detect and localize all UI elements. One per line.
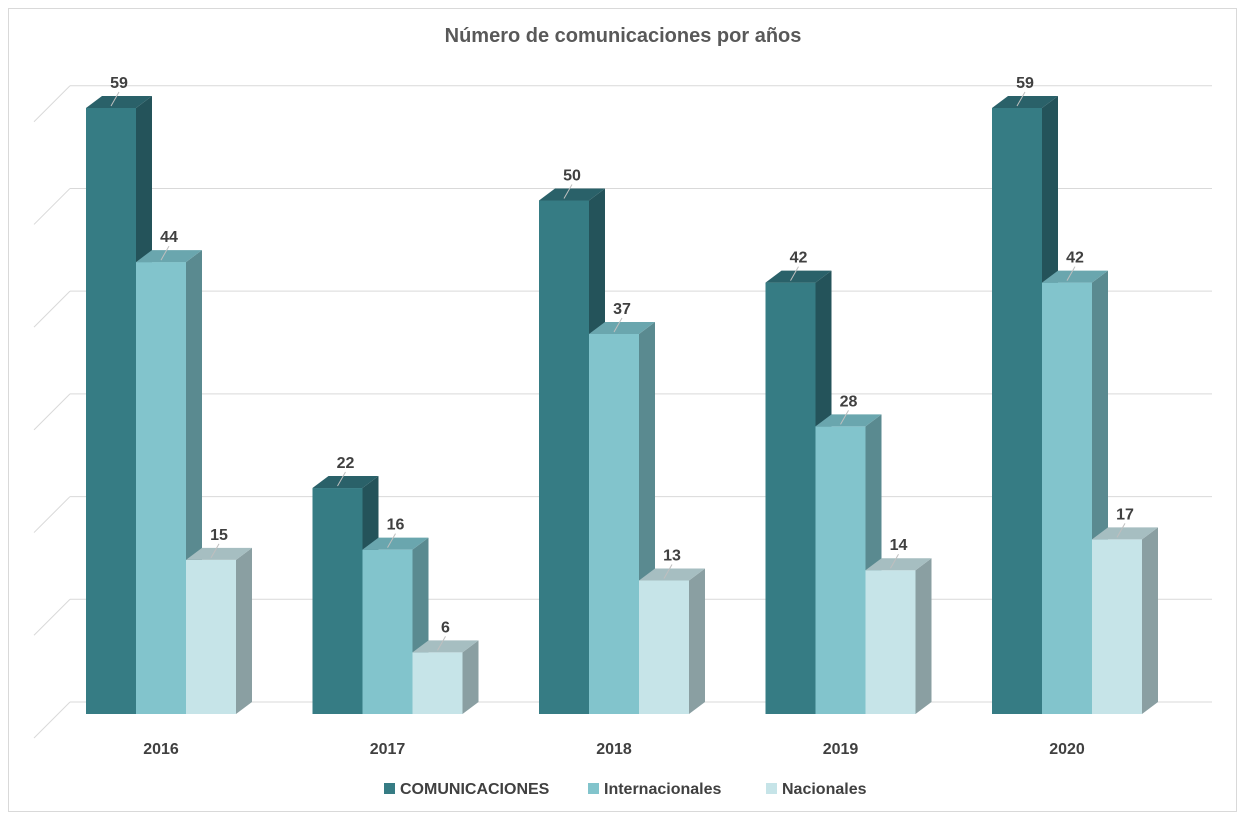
data-label: 28 — [840, 393, 858, 410]
data-label-leader — [1066, 266, 1076, 281]
bar-front — [362, 549, 413, 714]
data-label-leader — [563, 184, 573, 199]
data-label-leader — [663, 564, 673, 579]
bar-top — [1092, 527, 1158, 540]
data-label: 22 — [337, 455, 355, 472]
data-label: 17 — [1116, 506, 1134, 523]
bars — [86, 96, 1158, 714]
bar-top — [865, 558, 932, 571]
data-label: 6 — [441, 619, 450, 636]
data-label-leader — [387, 533, 396, 548]
data-label-leader — [210, 543, 220, 559]
data-label: 15 — [210, 527, 228, 544]
bar-top — [186, 547, 252, 560]
data-label: 16 — [387, 517, 405, 534]
bar-top — [639, 568, 705, 581]
x-tick-label: 2020 — [1049, 741, 1085, 758]
data-label-leader — [160, 245, 170, 261]
bar-2017-nacionales — [412, 640, 479, 714]
bar-front — [815, 426, 866, 714]
gridline-side — [33, 290, 71, 328]
data-label-leader — [840, 410, 849, 425]
data-label: 13 — [663, 547, 681, 564]
data-label-leader — [890, 553, 899, 569]
data-label: 59 — [110, 75, 128, 92]
x-tick-label: 2016 — [143, 741, 179, 758]
data-label: 37 — [613, 301, 631, 318]
bar-side — [915, 558, 932, 714]
bar-front — [1042, 282, 1092, 714]
bar-top — [539, 188, 605, 201]
gridline-side — [33, 85, 71, 123]
data-label: 14 — [890, 537, 908, 554]
x-tick-label: 2018 — [596, 741, 632, 758]
bar-top — [312, 476, 379, 489]
bar-top — [815, 414, 882, 427]
bar-side — [689, 568, 705, 714]
legend-label: Internacionales — [604, 781, 721, 798]
bar-top — [362, 537, 429, 550]
bar-top — [992, 96, 1058, 108]
bar-side — [236, 547, 252, 714]
bar-front — [86, 108, 136, 714]
data-label-leader — [110, 91, 120, 107]
bar-2018-nacionales — [639, 568, 705, 714]
data-label: 42 — [790, 250, 808, 267]
data-label-leader — [437, 636, 446, 651]
chart-title: Número de comunicaciones por años — [445, 25, 802, 47]
bar-front — [865, 570, 916, 714]
bar-front — [136, 262, 186, 714]
legend-swatch — [588, 783, 599, 794]
bar-top — [412, 640, 479, 653]
data-label: 50 — [563, 167, 581, 184]
data-label: 44 — [160, 229, 178, 246]
x-axis-ticks: 2016 2017 2018 2019 2020 — [143, 741, 1085, 758]
x-tick-label: 2019 — [823, 741, 859, 758]
bar-front — [992, 108, 1042, 714]
gridline-side — [33, 598, 71, 636]
bar-front — [639, 580, 689, 714]
data-label-leader — [790, 266, 799, 281]
bar-top — [765, 270, 832, 283]
data-label-leader — [613, 317, 623, 333]
bar-2019-nacionales — [865, 558, 932, 714]
bar-top — [1042, 270, 1108, 283]
bar-top — [136, 250, 202, 263]
bar-top — [589, 321, 655, 334]
legend-swatch — [766, 783, 777, 794]
bar-side — [462, 640, 479, 714]
bar-2016-nacionales — [186, 547, 252, 714]
bar-front — [1092, 539, 1142, 714]
gridline-side — [33, 188, 71, 225]
data-labels: 59 44 15 22 16 6 50 37 13 42 28 14 59 42 17 — [110, 75, 1134, 651]
bar-front — [412, 652, 463, 714]
bar-front — [539, 200, 589, 714]
data-label-leader — [1016, 91, 1026, 107]
legend-label: COMUNICACIONES — [400, 781, 550, 798]
bar-front — [186, 559, 236, 714]
data-label: 59 — [1016, 75, 1034, 92]
legend: COMUNICACIONES Internacionales Nacionales — [384, 781, 867, 798]
legend-swatch — [384, 783, 395, 794]
gridline-side — [33, 701, 71, 739]
data-label-leader — [337, 471, 346, 487]
gridline-side — [33, 393, 71, 431]
data-label-leader — [1116, 523, 1126, 538]
bar-top — [86, 96, 152, 108]
gridline-side — [33, 496, 71, 533]
bar-front — [589, 333, 639, 714]
bar-front — [312, 488, 363, 714]
bar-2020-nacionales — [1092, 527, 1158, 714]
bar-front — [765, 282, 816, 714]
x-tick-label: 2017 — [370, 741, 406, 758]
legend-label: Nacionales — [782, 781, 867, 798]
bar-side — [1142, 527, 1158, 714]
data-label: 42 — [1066, 250, 1084, 267]
